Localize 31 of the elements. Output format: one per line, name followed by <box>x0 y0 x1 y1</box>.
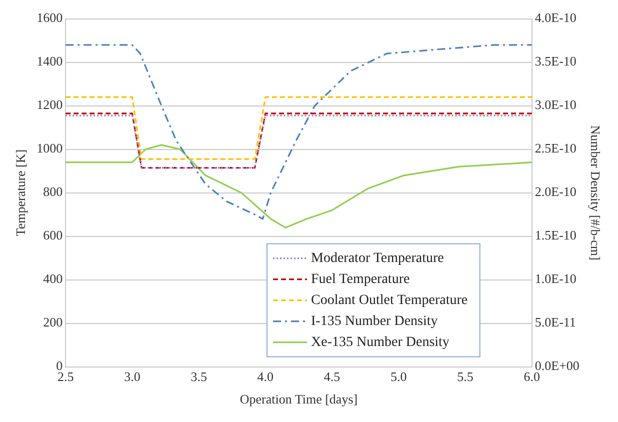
y2-tick-label: 2.5E-10 <box>534 140 576 156</box>
y-tick-label: 1200 <box>36 97 63 112</box>
y2-tick-label: 3.5E-10 <box>534 54 576 69</box>
x-tick-label: 4.0 <box>257 369 274 384</box>
y2-tick-label: 3.0E-10 <box>534 97 576 112</box>
y2-tick-label: 1.5E-10 <box>534 228 576 243</box>
legend-label: Xe-135 Number Density <box>311 334 450 350</box>
y2-tick-label: 2.0E-10 <box>534 184 576 200</box>
y2-tick-label: 5.0E-11 <box>534 314 576 330</box>
legend-label: Coolant Outlet Temperature <box>311 292 468 308</box>
x-tick-label: 3.0 <box>124 369 140 384</box>
y-tick-label: 800 <box>43 184 63 200</box>
x-tick-label: 3.5 <box>190 369 207 384</box>
y-tick-label: 1000 <box>36 140 63 156</box>
x-tick-label: 4.5 <box>324 369 340 384</box>
y-tick-label: 1400 <box>36 54 63 69</box>
y-axis-title: Temperature [K] <box>13 149 28 236</box>
legend-label: I-135 Number Density <box>311 314 438 329</box>
legend-label: Fuel Temperature <box>311 272 410 287</box>
legend-label: Moderator Temperature <box>311 250 444 266</box>
x-tick-label: 5.0 <box>390 369 407 384</box>
x-tick-label: 5.5 <box>457 369 474 384</box>
y-tick-label: 1600 <box>36 10 63 26</box>
y-tick-label: 600 <box>43 228 63 243</box>
line-series <box>66 44 532 220</box>
x-axis-title: Operation Time [days] <box>240 392 358 407</box>
y2-tick-label: 4.0E-10 <box>534 10 576 26</box>
y-tick-label: 200 <box>43 314 63 330</box>
y2-tick-label: 1.0E-10 <box>534 271 576 286</box>
y2-axis-title: Number Density [#/b-cm] <box>588 125 603 260</box>
y-tick-label: 400 <box>43 271 63 286</box>
